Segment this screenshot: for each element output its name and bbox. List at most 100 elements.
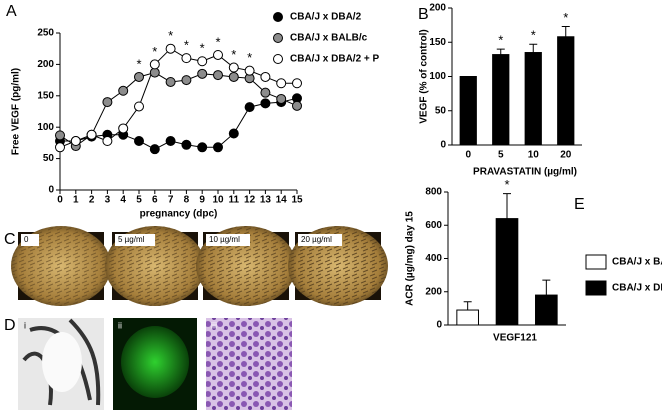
x-tick-label: 7 (168, 195, 174, 206)
data-point (260, 87, 271, 98)
x-tick-label: 20 (560, 150, 572, 161)
data-point (197, 56, 208, 67)
photo (42, 332, 82, 392)
data-point (181, 75, 192, 86)
data-point (228, 71, 239, 82)
image-label: iii (211, 320, 217, 330)
x-tick-label: 0 (57, 195, 63, 206)
legend-marker (273, 54, 283, 64)
data-point (213, 49, 223, 60)
y-tick-label: 200 (37, 59, 54, 70)
y-tick-label: 200 (425, 286, 442, 297)
y-tick-label: 400 (425, 253, 442, 264)
data-point (118, 85, 129, 96)
data-point (244, 102, 255, 113)
y-tick-label: 250 (37, 28, 54, 39)
x-tick-label: 5 (498, 150, 504, 161)
data-point (165, 76, 176, 87)
label-box (298, 234, 342, 246)
bar (492, 54, 510, 146)
data-point (118, 123, 129, 134)
data-point (55, 130, 65, 141)
annotation: * (152, 44, 157, 59)
data-point (197, 142, 208, 153)
annotation: * (168, 28, 173, 43)
y-tick-label: 150 (37, 90, 54, 101)
image-label: 5 µg/ml (118, 235, 145, 244)
data-point (86, 129, 97, 140)
x-tick-label: 4 (120, 195, 126, 206)
data-point (149, 59, 160, 70)
error-bar (529, 43, 538, 53)
panel-letter: A (6, 3, 17, 20)
x-tick-label: 15 (291, 195, 303, 206)
y-tick-label: 50 (435, 105, 447, 116)
x-tick-label: 14 (276, 195, 288, 206)
image-label: ii (118, 320, 122, 330)
x-axis-label: pregnancy (dpc) (140, 209, 218, 220)
legend-label: CBA/J x DBA/2 (290, 12, 362, 23)
y-axis-label: VEGF (% of control) (419, 29, 430, 123)
bar (456, 309, 479, 326)
legend-swatch (585, 280, 607, 296)
y-tick-label: 800 (425, 187, 442, 198)
data-point (260, 71, 271, 82)
x-tick-label: 11 (229, 195, 240, 206)
data-point (134, 136, 144, 147)
y-tick-label: 600 (425, 220, 442, 231)
data-point (260, 98, 271, 109)
data-point (197, 68, 208, 79)
x-tick-label: 9 (199, 195, 205, 206)
image-label: 20 µg/ml (301, 235, 332, 244)
annotation: * (247, 50, 252, 65)
data-point (181, 139, 192, 150)
data-point (149, 67, 160, 78)
photo (206, 318, 292, 410)
data-point (102, 136, 113, 147)
panel-letter: B (418, 6, 429, 23)
y-tick-label: 50 (43, 153, 55, 164)
data-point (102, 97, 113, 108)
data-point (181, 53, 192, 64)
data-point (292, 78, 302, 89)
annotation: * (231, 47, 236, 62)
y-tick-label: 200 (429, 3, 446, 14)
data-point (149, 144, 160, 155)
legend-label: CBA/J x BALB/c (290, 33, 368, 44)
data-point (134, 101, 144, 112)
data-point (213, 70, 223, 81)
annotation: * (136, 56, 141, 71)
x-tick-label: 2 (89, 195, 95, 206)
panel-letter: C (4, 231, 16, 248)
photo (121, 326, 189, 398)
error-bar (496, 48, 505, 55)
error-bar (561, 25, 570, 37)
panel-d-images: i ii iii D (4, 317, 292, 410)
image-label: 0 (24, 235, 29, 244)
annotation: * (563, 10, 568, 25)
error-bar (503, 193, 511, 219)
legend-label: CBA/J x DBA/2 (612, 283, 662, 294)
y-tick-label: 0 (48, 185, 54, 196)
data-point (244, 65, 255, 76)
error-bar (542, 279, 551, 296)
x-tick-label: 10 (528, 150, 540, 161)
bar (557, 36, 575, 146)
y-tick-label: 100 (429, 71, 446, 82)
annotation: * (531, 28, 536, 43)
annotation: * (215, 34, 220, 49)
data-point (213, 142, 223, 153)
data-point (165, 136, 176, 147)
data-point (55, 142, 65, 153)
panel-c-images: 0 5 µg/ml 10 µg/ml 20 µg/ml C (4, 226, 388, 306)
data-point (276, 78, 287, 89)
y-tick-label: 0 (440, 140, 446, 151)
data-point (165, 43, 176, 54)
x-tick-label: 8 (184, 195, 190, 206)
x-tick-label: 0 (465, 150, 471, 161)
image-label: 10 µg/ml (209, 235, 240, 244)
data-point (292, 100, 302, 111)
series-line (59, 48, 297, 148)
